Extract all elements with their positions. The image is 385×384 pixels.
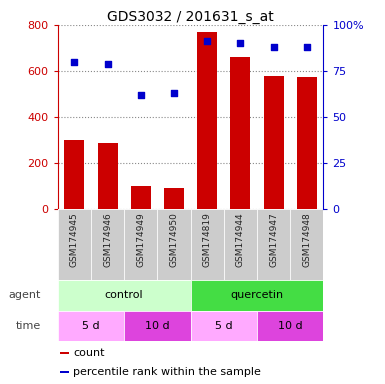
Bar <box>197 32 217 209</box>
Text: GSM174946: GSM174946 <box>103 212 112 267</box>
Text: count: count <box>73 348 105 358</box>
Bar <box>264 76 283 209</box>
Point <box>171 90 177 96</box>
Bar <box>224 209 257 280</box>
Bar <box>297 77 317 209</box>
Point <box>104 60 110 66</box>
Text: GSM174949: GSM174949 <box>136 212 145 267</box>
Point <box>237 40 243 46</box>
Text: GSM174819: GSM174819 <box>203 212 212 267</box>
Bar <box>58 209 91 280</box>
Bar <box>191 280 323 311</box>
Text: GSM174947: GSM174947 <box>269 212 278 267</box>
Text: time: time <box>16 321 41 331</box>
Bar <box>98 143 117 209</box>
Text: GSM174945: GSM174945 <box>70 212 79 267</box>
Text: 10 d: 10 d <box>145 321 170 331</box>
Bar <box>58 280 191 311</box>
Bar <box>257 209 290 280</box>
Bar <box>58 311 124 341</box>
Text: GSM174944: GSM174944 <box>236 212 245 267</box>
Text: 5 d: 5 d <box>82 321 100 331</box>
Bar <box>157 209 191 280</box>
Text: percentile rank within the sample: percentile rank within the sample <box>73 367 261 377</box>
Point <box>304 44 310 50</box>
Point <box>271 44 277 50</box>
Title: GDS3032 / 201631_s_at: GDS3032 / 201631_s_at <box>107 10 274 24</box>
Bar <box>290 209 323 280</box>
Point <box>71 59 77 65</box>
Text: control: control <box>105 290 144 300</box>
Text: 10 d: 10 d <box>278 321 303 331</box>
Text: GSM174950: GSM174950 <box>169 212 179 267</box>
Bar <box>191 209 224 280</box>
Bar <box>64 140 84 209</box>
Text: 5 d: 5 d <box>215 321 233 331</box>
Bar <box>91 209 124 280</box>
Bar <box>60 352 69 354</box>
Bar <box>257 311 323 341</box>
Bar <box>124 311 191 341</box>
Bar <box>191 311 257 341</box>
Text: GSM174948: GSM174948 <box>302 212 311 267</box>
Bar <box>164 188 184 209</box>
Bar <box>131 186 151 209</box>
Bar <box>230 57 250 209</box>
Text: quercetin: quercetin <box>231 290 283 300</box>
Bar <box>60 371 69 373</box>
Point <box>138 92 144 98</box>
Point <box>204 38 210 45</box>
Bar <box>124 209 157 280</box>
Text: agent: agent <box>9 290 41 300</box>
